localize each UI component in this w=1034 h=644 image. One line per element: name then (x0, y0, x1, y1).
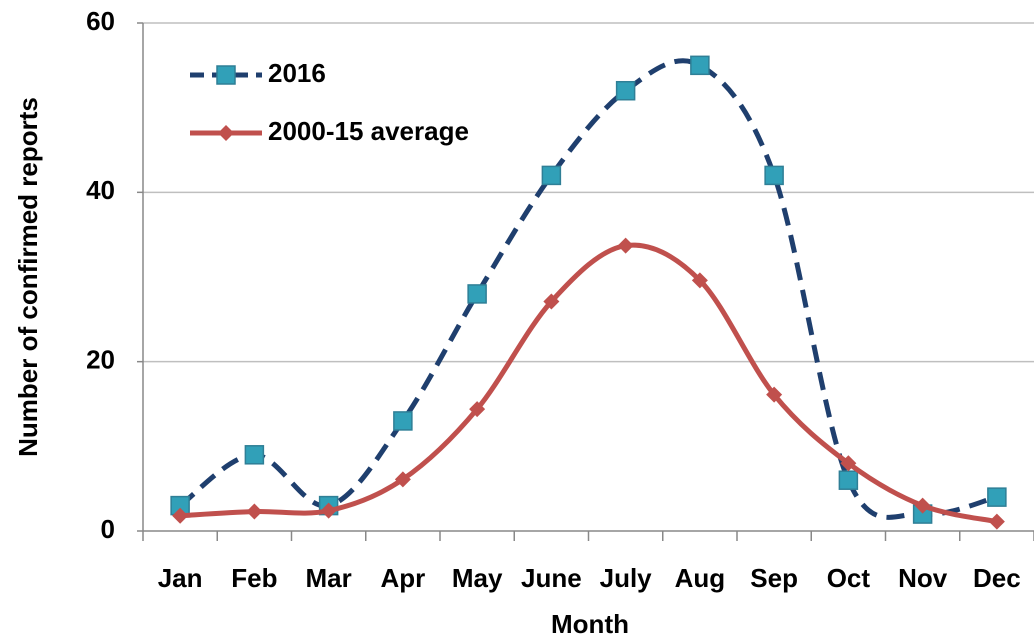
legend-label: 2000-15 average (268, 116, 469, 146)
y-axis-label: Number of confirmed reports (13, 97, 43, 457)
marker (394, 471, 411, 488)
marker (469, 401, 486, 418)
marker (320, 502, 337, 519)
x-tick-label: Aug (675, 563, 726, 593)
y-tick-label: 40 (86, 175, 115, 205)
marker (987, 487, 1007, 507)
x-tick-label: Dec (973, 563, 1021, 593)
x-tick-label: Jan (158, 563, 203, 593)
marker (393, 411, 413, 431)
marker (246, 503, 263, 520)
legend-marker (218, 125, 234, 141)
x-tick-label: Feb (231, 563, 277, 593)
x-tick-label: Sep (750, 563, 798, 593)
marker (615, 80, 636, 101)
series-line (179, 242, 998, 525)
marker (764, 165, 784, 186)
marker (988, 513, 1005, 530)
marker (766, 386, 783, 403)
legend-marker (216, 65, 236, 85)
marker (172, 507, 189, 524)
x-tick-label: July (600, 563, 653, 593)
marker (691, 272, 708, 289)
y-tick-label: 60 (86, 6, 115, 36)
x-tick-label: Apr (380, 563, 425, 593)
marker (617, 237, 634, 254)
x-tick-label: Oct (827, 563, 871, 593)
marker (467, 284, 487, 304)
marker (840, 455, 857, 472)
marker (838, 470, 859, 490)
x-tick-label: May (452, 563, 503, 593)
marker (543, 293, 560, 310)
x-tick-label: June (521, 563, 582, 593)
legend-label: 2016 (268, 58, 326, 88)
marker (914, 497, 931, 514)
marker (541, 165, 562, 186)
x-tick-label: Mar (306, 563, 352, 593)
x-axis-label: Month (551, 609, 629, 639)
marker (690, 55, 710, 76)
y-tick-label: 20 (86, 345, 115, 375)
marker (244, 445, 265, 465)
x-tick-label: Nov (898, 563, 948, 593)
y-tick-label: 0 (101, 514, 115, 544)
